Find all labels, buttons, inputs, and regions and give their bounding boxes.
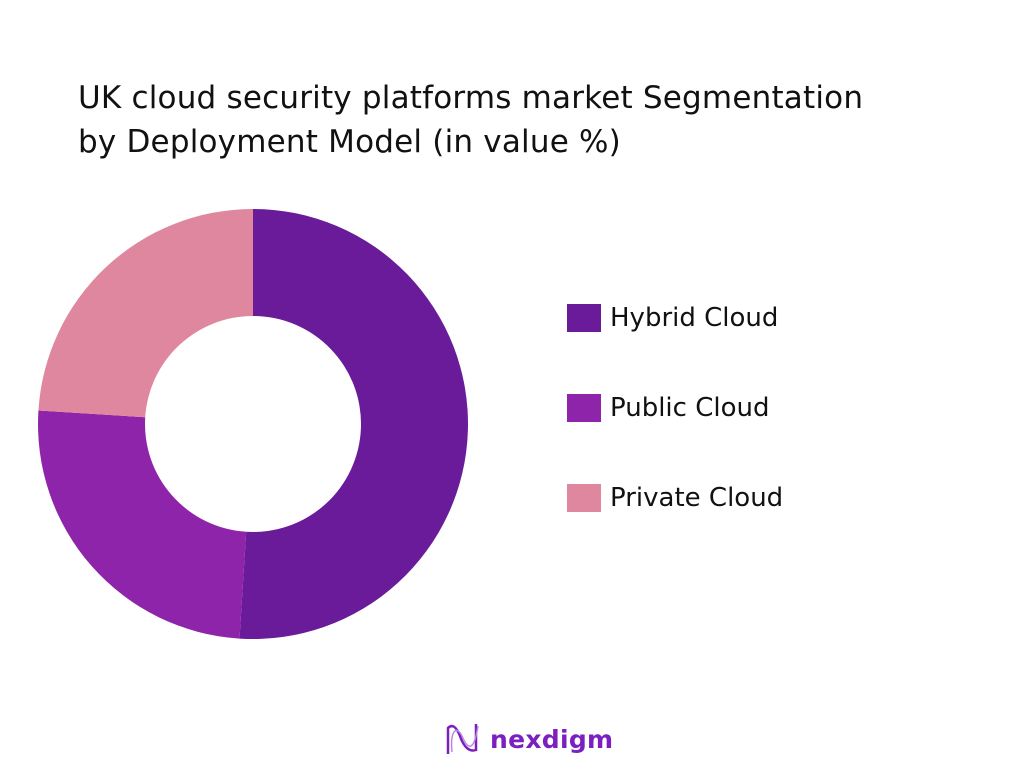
legend-item-hybrid-cloud: Hybrid Cloud	[567, 300, 783, 336]
legend-item-private-cloud: Private Cloud	[567, 480, 783, 516]
legend-label: Hybrid Cloud	[610, 303, 779, 333]
chart-title: UK cloud security platforms market Segme…	[78, 76, 863, 164]
donut-slice-private-cloud	[38, 209, 253, 418]
title-line-2: by Deployment Model (in value %)	[78, 124, 621, 160]
legend-label: Public Cloud	[610, 393, 770, 423]
title-line-1: UK cloud security platforms market Segme…	[78, 80, 864, 116]
donut-slice-hybrid-cloud	[239, 209, 469, 639]
legend-swatch	[567, 394, 601, 422]
legend-swatch	[567, 484, 601, 512]
logo-text: nexdigm	[490, 724, 614, 754]
donut-slice-public-cloud	[38, 410, 247, 639]
nexdigm-logo-icon	[446, 724, 479, 754]
nexdigm-logo: nexdigm	[444, 722, 613, 756]
legend: Hybrid Cloud Public Cloud Private Cloud	[567, 300, 783, 570]
legend-label: Private Cloud	[610, 483, 784, 513]
legend-swatch	[567, 304, 601, 332]
legend-item-public-cloud: Public Cloud	[567, 390, 783, 426]
